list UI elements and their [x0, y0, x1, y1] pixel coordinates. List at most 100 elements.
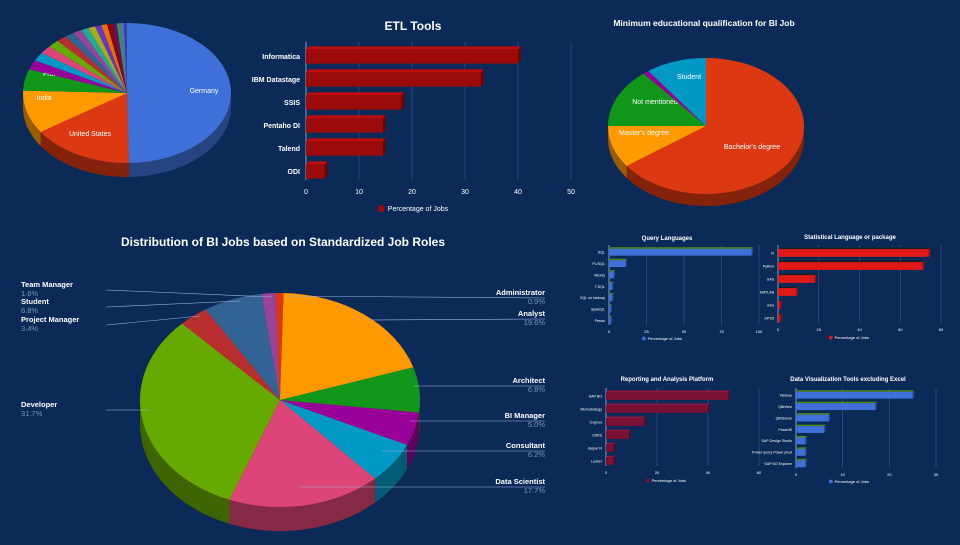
reporting-bar-top — [606, 390, 730, 393]
viz-bar — [796, 414, 829, 422]
reporting-bar — [606, 392, 729, 400]
roles-label-data-scientist: Data Scientist — [495, 477, 545, 486]
etl-title: ETL Tools — [385, 19, 442, 33]
reporting-bar — [606, 444, 614, 452]
viz-legend-label: Percentage of Jobs — [835, 479, 869, 484]
stats-bar — [778, 275, 815, 283]
etl-bar-end — [382, 115, 386, 133]
query-category-label: MextIy — [594, 273, 605, 277]
etl-bar — [306, 95, 402, 110]
roles-value-analyst: 19.6% — [524, 318, 546, 327]
roles-side-3-0 — [407, 412, 420, 469]
roles-leader-team-manager — [105, 289, 273, 298]
countries-slice-united-states — [40, 93, 129, 163]
countries-slice-slice-16 — [112, 23, 127, 94]
viz-category-label: QlikSense — [776, 416, 792, 420]
education-slice-slice-3 — [643, 70, 706, 126]
education-slice-student — [648, 58, 706, 126]
education-title: Minimum educational qualification for BI… — [613, 18, 794, 28]
reporting-category-label: Jasper R — [588, 446, 603, 450]
etl-bar-top — [306, 92, 405, 96]
viz-bar — [796, 460, 806, 468]
query-legend-label: Percentage of Jobs — [648, 336, 682, 341]
etl-x-tick: 10 — [355, 189, 363, 196]
reporting-bar — [606, 457, 614, 465]
query-x-tick: 50 — [682, 329, 687, 334]
query-bar-top — [609, 304, 612, 306]
roles-leader-administrator — [284, 295, 546, 299]
viz-x-tick: 20 — [887, 472, 892, 477]
query-bar — [609, 271, 614, 279]
query-bar — [609, 283, 612, 290]
stats-category-label: R — [771, 251, 774, 255]
stats-category-label: MATLAB — [760, 290, 775, 294]
countries-slice-slice-10 — [73, 30, 127, 93]
query-chart: Query Languages 0 25 50 75 100 SQL PL/SQL MextIy… — [580, 236, 763, 341]
etl-category-label: IBM Datastage — [252, 77, 300, 84]
stats-bar-end — [928, 247, 931, 257]
education-side-1-0 — [608, 126, 627, 178]
viz-bar-end — [805, 458, 807, 468]
countries-slice-slice-11 — [81, 28, 127, 93]
viz-category-label: QlikView — [778, 405, 792, 409]
countries-slice-india — [23, 90, 128, 132]
stats-legend-label: Percentage of Jobs — [835, 335, 869, 340]
stats-legend-swatch — [829, 335, 833, 340]
countries-slice-slice-8 — [57, 36, 127, 93]
reporting-legend-label: Percentage of Jobs — [652, 478, 686, 483]
countries-side-0-0 — [128, 93, 231, 177]
viz-category-label: SAP Design Studio — [762, 439, 793, 443]
roles-side-2-0 — [419, 400, 420, 437]
reporting-bar-end — [613, 455, 616, 465]
etl-chart: ETL Tools 0 10 20 30 40 50 Informatica IBM Datas… — [252, 19, 575, 213]
stats-chart: Statistical Language or package 0 20 40 60 80… — [760, 235, 944, 340]
etl-bar-top — [306, 161, 328, 165]
stats-bar-end — [780, 312, 782, 322]
viz-bar-end — [824, 424, 826, 433]
roles-label-administrator: Administrator — [496, 288, 545, 297]
query-x-tick: 0 — [608, 329, 611, 334]
viz-bar — [796, 426, 824, 433]
reporting-category-label: SAP BO — [589, 394, 603, 398]
query-bar — [609, 260, 626, 268]
viz-bar-top — [796, 458, 807, 461]
query-bar-end — [625, 258, 627, 268]
roles-leader-analyst — [364, 318, 546, 321]
reporting-bar-end — [708, 403, 710, 413]
roles-slice-student — [205, 293, 280, 400]
viz-legend-swatch — [829, 479, 833, 484]
stats-bar-end — [814, 273, 817, 283]
roles-value-project-manager: 3.4% — [21, 324, 38, 333]
viz-bar-end — [912, 390, 915, 399]
reporting-chart: Reporting and Analysis Platform 0 20 40 60 SA… — [580, 377, 762, 483]
viz-bar-top — [796, 413, 831, 415]
stats-bar — [778, 301, 781, 309]
stats-bar — [778, 262, 923, 270]
countries-slice-slice-18 — [120, 23, 127, 93]
roles-value-developer: 31.7% — [21, 409, 43, 418]
roles-value-team-manager: 1.6% — [21, 289, 38, 298]
reporting-category-label: Cognos — [590, 420, 603, 424]
stats-bar-top — [778, 299, 782, 302]
viz-bar — [796, 391, 913, 399]
roles-label-bi-manager: BI Manager — [505, 411, 546, 420]
viz-category-label: SAP BO Explorer — [764, 462, 793, 466]
roles-title: Distribution of BI Jobs based on Standar… — [121, 235, 445, 249]
roles-side-4-0 — [375, 444, 408, 503]
countries-slice-slice-19 — [123, 23, 127, 93]
etl-x-tick: 0 — [304, 189, 308, 196]
query-bar-top — [609, 258, 627, 261]
roles-label-developer: Developer — [21, 400, 57, 409]
viz-bar-end — [875, 401, 877, 411]
viz-category-label: PowerBI — [778, 428, 792, 432]
etl-bar-top — [306, 115, 386, 119]
roles-slice-consultant — [280, 400, 408, 479]
countries-slice-germany — [127, 22, 232, 163]
viz-bar-top — [796, 447, 807, 449]
etl-bar-top — [306, 46, 521, 50]
education-slice-bachelor-s-degree — [626, 58, 804, 194]
etl-bar — [306, 49, 518, 64]
education-slice-master-s-degree — [608, 126, 706, 166]
query-bar-end — [612, 281, 614, 290]
